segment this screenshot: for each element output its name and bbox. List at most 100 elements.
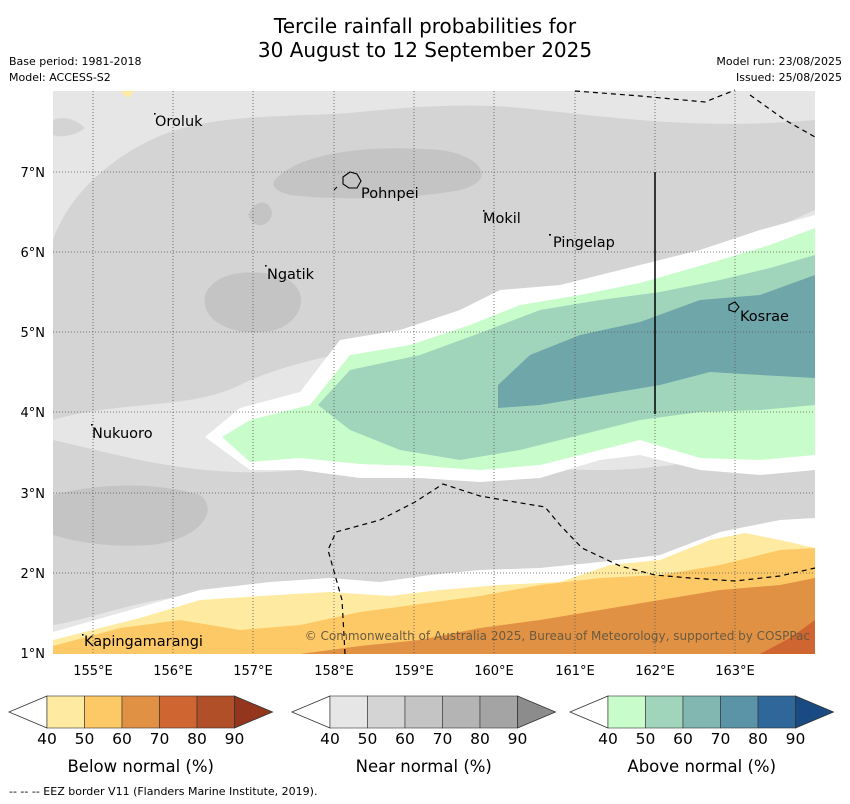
colorbar-segment	[84, 695, 123, 729]
kapingamarangi-marker	[82, 634, 84, 636]
y-tick-label: 1°N	[21, 647, 46, 662]
colorbar-tick-label: 40	[320, 730, 340, 748]
near-normal-50-60-south	[53, 440, 815, 625]
ngatik-marker	[265, 265, 267, 267]
below-normal-top-patch	[120, 91, 135, 98]
colorbar-1: 40 50 60 70 80 90 Near normal (%)	[290, 695, 557, 776]
pingelap-marker	[549, 234, 551, 236]
x-tick-label: 163°E	[715, 664, 755, 679]
colorbar-segment	[196, 695, 235, 729]
colorbar-tick-label: 70	[150, 730, 170, 748]
below-normal-70-80	[760, 620, 815, 654]
y-tick-labels: 7°N 6°N 5°N 4°N 3°N 2°N 1°N	[21, 166, 46, 662]
colorbar-segment	[121, 695, 160, 729]
colorbar-segment	[645, 695, 684, 729]
colorbar-tick-label: 60	[673, 730, 693, 748]
y-tick-label: 2°N	[21, 567, 46, 582]
y-tick-label: 4°N	[21, 406, 46, 421]
nukuoro-marker	[91, 424, 93, 426]
colorbar-tick-label: 60	[395, 730, 415, 748]
island-markers	[82, 113, 551, 636]
near-normal-west-patch	[53, 118, 85, 137]
colorbar-label: Below normal (%)	[67, 757, 214, 776]
place-label: Ngatik	[267, 267, 315, 283]
place-label: Oroluk	[155, 114, 203, 130]
colorbar-segment	[720, 695, 759, 729]
place-label: Kapingamarangi	[84, 634, 203, 650]
map-title: Tercile rainfall probabilities for 30 Au…	[0, 14, 850, 62]
place-label: Pingelap	[553, 235, 615, 251]
colorbar-segment	[404, 695, 443, 729]
colorbar-extend-low	[568, 695, 609, 729]
near-normal-60-70-pohnpei	[273, 148, 482, 199]
near-normal-60-70-ngatik	[204, 272, 302, 333]
colorbar-tick-label: 80	[748, 730, 768, 748]
colorbar-tick-label: 80	[187, 730, 207, 748]
colorbar-tick-label: 40	[598, 730, 618, 748]
kosrae-island-shape	[728, 301, 740, 313]
colorbar-tick-label: 50	[75, 730, 95, 748]
eez-footnote: -- -- -- EEZ border V11 (Flanders Marine…	[9, 785, 318, 798]
colorbar-segment	[159, 695, 198, 729]
colorbar-extend-high	[517, 695, 557, 729]
below-normal-60-70	[300, 578, 815, 654]
y-tick-label: 3°N	[21, 487, 46, 502]
colorbars: 40 50 60 70 80 90 Below normal (%) 40 50 60 70 80 90…	[7, 695, 835, 776]
colorbar-extend-high	[234, 695, 274, 729]
colorbar-tick-label: 70	[433, 730, 453, 748]
y-tick-label: 7°N	[21, 166, 46, 181]
colorbar-segment	[367, 695, 406, 729]
model-run: Model run: 23/08/2025	[716, 55, 842, 68]
colorbar-extend-high	[795, 695, 835, 729]
pohnpei-island-shape	[342, 171, 362, 189]
above-normal-60-70	[498, 275, 815, 408]
x-tick-label: 161°E	[555, 664, 595, 679]
ant-atoll-shape	[333, 186, 338, 191]
colorbar-tick-label: 80	[470, 730, 490, 748]
near-normal-60-70-patch	[248, 202, 272, 226]
colorbar-segment	[607, 695, 646, 729]
colorbar-0: 40 50 60 70 80 90 Below normal (%)	[7, 695, 274, 776]
colorbar-segment	[329, 695, 368, 729]
colorbar-tick-label: 50	[636, 730, 656, 748]
colorbar-tick-label: 90	[225, 730, 245, 748]
probability-field	[53, 91, 815, 654]
x-tick-label: 159°E	[394, 664, 434, 679]
colorbar-tick-label: 90	[508, 730, 528, 748]
colorbar-segment	[757, 695, 796, 729]
title-line-2: 30 August to 12 September 2025	[257, 38, 593, 62]
place-label: Pohnpei	[361, 186, 419, 202]
colorbar-segment	[442, 695, 481, 729]
place-label: Mokil	[483, 211, 521, 227]
near-normal-60-70-west	[53, 485, 208, 546]
y-tick-label: 6°N	[21, 246, 46, 261]
colorbar-label: Above normal (%)	[627, 757, 776, 776]
x-tick-labels: 155°E 156°E 157°E 158°E 159°E 160°E 161°…	[73, 664, 755, 679]
issued-date: Issued: 25/08/2025	[735, 71, 842, 84]
base-period: Base period: 1981-2018	[9, 55, 142, 68]
x-tick-label: 157°E	[233, 664, 273, 679]
model-name: Model: ACCESS-S2	[9, 71, 111, 84]
islands	[333, 171, 740, 313]
copyright-notice: © Commonwealth of Australia 2025, Bureau…	[305, 629, 810, 643]
colorbar-label: Near normal (%)	[356, 757, 492, 776]
colorbar-extend-low	[290, 695, 331, 729]
x-tick-label: 158°E	[314, 664, 354, 679]
colorbar-tick-label: 40	[37, 730, 57, 748]
oroluk-marker	[154, 113, 156, 115]
near-normal-50-60-north	[53, 105, 815, 421]
colorbar-segment	[682, 695, 721, 729]
x-tick-label: 162°E	[635, 664, 675, 679]
x-tick-label: 160°E	[474, 664, 514, 679]
colorbar-2: 40 50 60 70 80 90 Above normal (%)	[568, 695, 835, 776]
colorbar-tick-label: 50	[358, 730, 378, 748]
colorbar-segment	[479, 695, 518, 729]
place-label: Kosrae	[740, 309, 789, 325]
gridlines	[53, 91, 815, 654]
place-label: Nukuoro	[92, 426, 153, 442]
y-tick-label: 5°N	[21, 326, 46, 341]
colorbar-tick-label: 90	[786, 730, 806, 748]
colorbar-tick-label: 60	[112, 730, 132, 748]
meta-left: Base period: 1981-2018 Model: ACCESS-S2	[9, 54, 141, 86]
